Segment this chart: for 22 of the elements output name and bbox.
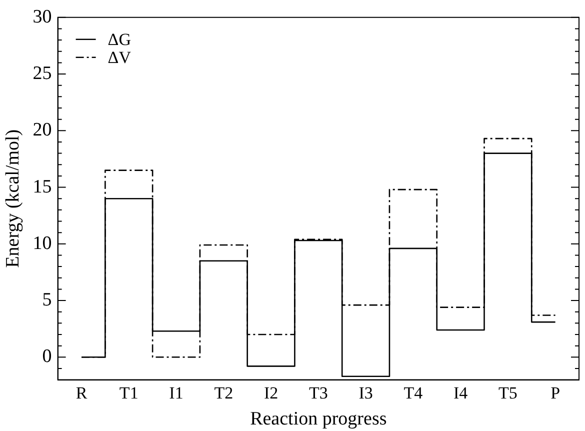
x-tick-label: T4 bbox=[404, 383, 424, 402]
y-tick-label: 20 bbox=[32, 120, 52, 141]
legend-label: ΔV bbox=[108, 48, 132, 67]
y-tick-label: 15 bbox=[32, 176, 52, 198]
x-tick-label: R bbox=[76, 383, 88, 402]
y-tick-label: 10 bbox=[32, 232, 52, 254]
x-tick-label: T1 bbox=[119, 383, 138, 402]
x-tick-label: T5 bbox=[498, 383, 518, 402]
x-tick-label: I2 bbox=[264, 383, 278, 402]
x-axis-title: Reaction progress bbox=[250, 408, 387, 430]
x-tick-label: P bbox=[550, 383, 560, 402]
y-tick-label: 5 bbox=[42, 290, 52, 311]
y-tick-label: 25 bbox=[32, 63, 52, 84]
y-tick-label: 0 bbox=[42, 346, 52, 368]
legend-label: ΔG bbox=[108, 30, 132, 49]
x-tick-label: I4 bbox=[453, 383, 468, 402]
x-tick-label: I1 bbox=[169, 383, 184, 402]
x-tick-label: T3 bbox=[308, 383, 328, 402]
x-tick-label: I3 bbox=[358, 383, 373, 402]
y-tick-label: 30 bbox=[32, 6, 52, 28]
y-axis-title: Energy (kcal/mol) bbox=[2, 129, 24, 268]
x-tick-label: T2 bbox=[214, 383, 234, 402]
